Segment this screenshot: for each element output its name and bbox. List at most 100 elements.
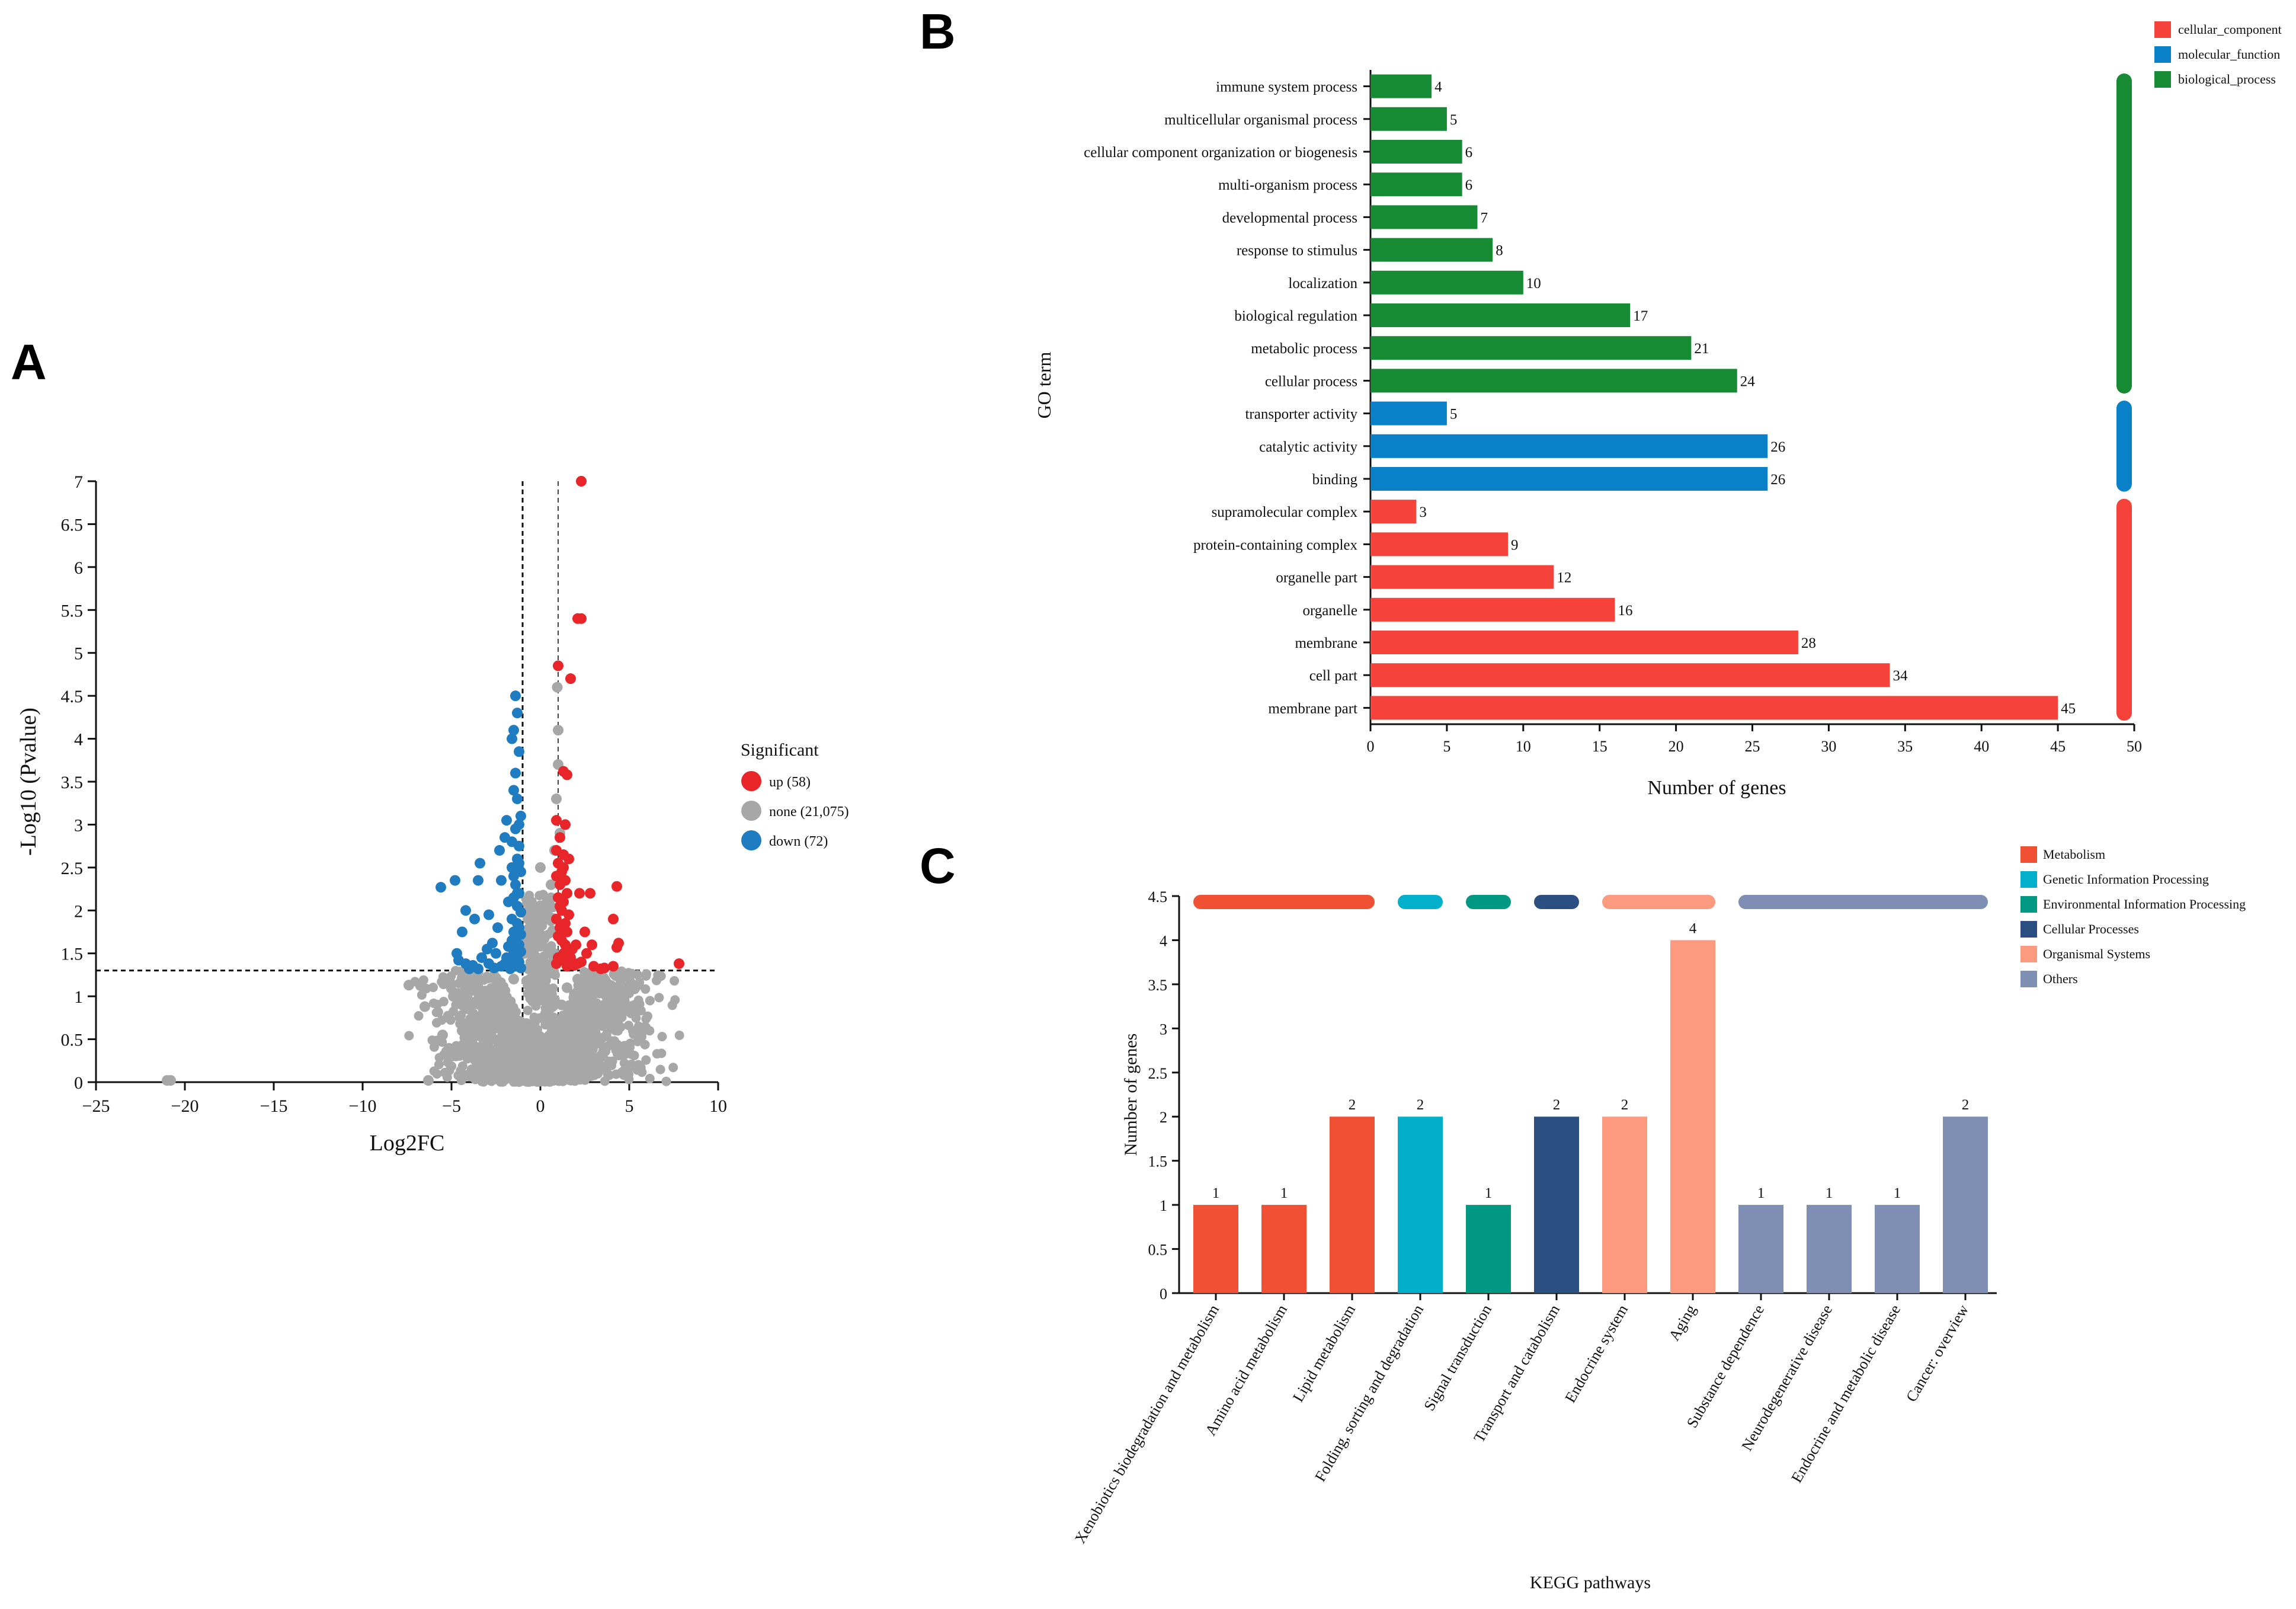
volcano-point-none [674, 1030, 684, 1040]
volcano-point-none [524, 939, 534, 949]
volcano-point-up [608, 913, 619, 925]
volcano-point-down [510, 823, 521, 834]
volcano-point-none [495, 1000, 505, 1010]
volcano-point-none [495, 1048, 505, 1058]
kegg-value-label: 4 [1689, 920, 1697, 936]
volcano-point-none [576, 1069, 586, 1079]
kegg-y-tick-label: 2.5 [1148, 1065, 1168, 1082]
volcano-point-none [530, 930, 540, 942]
go-value-label: 24 [1740, 373, 1756, 389]
volcano-point-none [572, 986, 582, 996]
volcano-point-none [494, 1014, 504, 1024]
volcano-point-none [457, 1061, 467, 1071]
volcano-x-tick-label: −10 [349, 1096, 377, 1116]
volcano-point-none [636, 1063, 646, 1073]
volcano-point-down [460, 905, 471, 916]
kegg-legend-label-organismal: Organismal Systems [2043, 946, 2150, 961]
volcano-point-none [429, 1066, 439, 1076]
go-value-label: 26 [1770, 439, 1785, 455]
kegg-group-bar-genetic [1398, 895, 1443, 909]
volcano-point-none [542, 905, 553, 916]
kegg-value-label: 1 [1212, 1185, 1220, 1201]
go-category-label: cellular component organization or bioge… [1084, 145, 1357, 161]
volcano-point-none [546, 994, 556, 1005]
volcano-point-none [508, 974, 519, 985]
volcano-point-down [435, 882, 446, 893]
volcano-point-none [506, 1007, 516, 1018]
go-category-label: membrane [1295, 635, 1357, 651]
kegg-y-tick-label: 3.5 [1148, 977, 1168, 994]
volcano-point-none [523, 913, 533, 925]
volcano-point-none [625, 971, 635, 981]
kegg-category-label: Endocrine system [1561, 1302, 1631, 1406]
volcano-point-none [462, 981, 472, 991]
volcano-point-down [473, 963, 483, 974]
kegg-legend-swatch-cellular_processes [2020, 921, 2037, 938]
volcano-point-none [594, 974, 604, 985]
go-bar [1370, 500, 1417, 524]
go-bar [1370, 140, 1462, 164]
go-x-tick-label: 45 [2050, 738, 2066, 755]
volcano-point-none [600, 1076, 610, 1086]
volcano-point-none [456, 974, 466, 984]
kegg-legend-label-genetic: Genetic Information Processing [2043, 872, 2209, 887]
volcano-point-none [549, 1013, 559, 1023]
go-value-label: 21 [1694, 341, 1709, 357]
volcano-point-down [489, 962, 499, 974]
volcano-point-none [572, 974, 583, 985]
go-x-tick-label: 10 [1516, 738, 1531, 755]
go-bar [1370, 107, 1447, 131]
volcano-point-up [562, 888, 572, 899]
volcano-point-none [491, 974, 501, 985]
volcano-point-down [510, 767, 521, 779]
volcano-point-none [494, 982, 504, 992]
go-bar [1370, 172, 1462, 197]
volcano-point-none [485, 1051, 496, 1062]
volcano-point-none [635, 999, 645, 1009]
volcano-point-none [437, 1029, 448, 1041]
go-category-label: organelle [1302, 603, 1357, 619]
go-value-label: 5 [1450, 112, 1458, 128]
volcano-point-none [661, 1076, 671, 1086]
volcano-point-none [553, 725, 563, 736]
volcano-point-none [545, 984, 555, 994]
volcano-point-none [466, 1066, 476, 1076]
go-category-label: transporter activity [1245, 407, 1357, 423]
volcano-point-none [635, 977, 645, 987]
volcano-point-down [512, 708, 523, 719]
volcano-point-none [535, 862, 546, 873]
go-value-label: 4 [1434, 79, 1442, 95]
volcano-point-down [514, 746, 524, 757]
volcano-point-down [512, 888, 523, 899]
kegg-value-label: 2 [1553, 1097, 1561, 1113]
volcano-point-up [555, 832, 565, 843]
volcano-point-none [657, 1032, 667, 1042]
volcano-point-none [443, 1057, 453, 1067]
volcano-point-none [423, 1075, 434, 1086]
volcano-point-none [637, 1032, 647, 1042]
volcano-point-none [655, 1064, 665, 1074]
volcano-point-none [455, 967, 465, 977]
go-category-label: developmental process [1222, 210, 1357, 226]
kegg-group-bar-organismal [1602, 895, 1715, 909]
volcano-point-none [589, 1070, 599, 1080]
volcano-y-tick-label: 3 [74, 815, 83, 835]
volcano-point-down [512, 793, 523, 804]
volcano-point-none [527, 954, 537, 964]
go-bar [1370, 434, 1768, 458]
kegg-value-label: 1 [1485, 1185, 1493, 1201]
volcano-y-tick-label: 1.5 [61, 945, 84, 964]
kegg-y-tick-label: 1.5 [1148, 1153, 1168, 1170]
go-legend-label-molecular_function: molecular_function [2178, 47, 2280, 62]
volcano-point-down [475, 858, 485, 869]
go-value-label: 26 [1770, 472, 1785, 488]
volcano-legend-title: Significant [741, 740, 819, 760]
go-value-label: 6 [1465, 177, 1473, 193]
volcano-point-up [574, 888, 585, 899]
volcano-point-none [562, 982, 572, 993]
volcano-point-down [464, 963, 475, 974]
volcano-point-none [550, 1034, 560, 1044]
volcano-point-none [509, 1077, 519, 1087]
kegg-bar [1943, 1117, 1988, 1293]
volcano-point-down [508, 785, 519, 796]
